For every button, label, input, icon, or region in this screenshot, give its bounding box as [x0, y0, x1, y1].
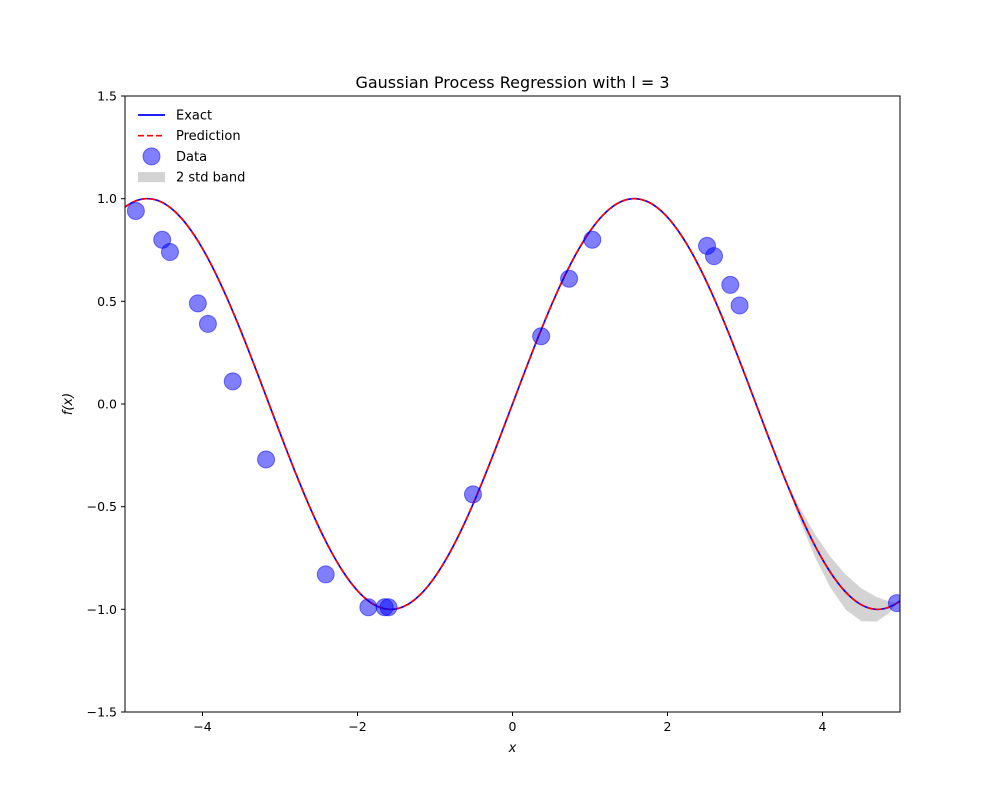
data-point [316, 565, 335, 584]
x-tick-label: 0 [509, 719, 517, 734]
data-point [257, 450, 276, 469]
data-point [160, 243, 179, 262]
data-point [126, 201, 145, 220]
data-point [223, 372, 242, 391]
y-tick-label: −1.5 [87, 705, 117, 720]
data-point [887, 594, 900, 613]
std-band [783, 476, 897, 622]
x-tick-label: 4 [819, 719, 827, 734]
legend-label-prediction: Prediction [176, 129, 241, 144]
data-point [721, 275, 740, 294]
x-tick-label: −2 [348, 719, 366, 734]
y-tick-label: 0.0 [97, 397, 117, 412]
y-tick-label: −1.0 [87, 602, 117, 617]
x-tick-label: −4 [193, 719, 211, 734]
x-axis-label: x [508, 741, 517, 756]
data-point [198, 314, 217, 333]
y-axis-label: f(x) [61, 393, 76, 415]
y-tick-label: 1.0 [97, 191, 117, 206]
data-point [379, 598, 398, 617]
data-point [188, 294, 207, 313]
data-point [705, 247, 723, 266]
plot-area [125, 197, 900, 622]
legend-label-2-std-band: 2 std band [176, 171, 245, 186]
legend-label-exact: Exact [176, 109, 212, 124]
data-point [560, 269, 579, 288]
x-axis: −4 −2 0 2 4 [193, 712, 827, 734]
chart-title: Gaussian Process Regression with l = 3 [355, 73, 669, 92]
x-tick-label: 2 [664, 719, 672, 734]
legend-label-data: Data [176, 150, 207, 165]
data-point [730, 296, 749, 315]
data-point [463, 485, 482, 504]
legend-marker-2-std-band [138, 172, 165, 183]
data-point [359, 598, 378, 617]
y-tick-label: 0.5 [97, 294, 117, 309]
y-axis: −1.5 −1.0 −0.5 0.0 0.5 1.0 1.5 [87, 89, 125, 720]
data-point [532, 327, 551, 346]
data-point [583, 230, 602, 249]
legend: Exact Prediction Data 2 std band [138, 109, 245, 186]
legend-marker-data [142, 147, 161, 166]
prediction-line [125, 197, 900, 611]
y-tick-label: 1.5 [97, 89, 117, 104]
y-tick-label: −0.5 [87, 499, 117, 514]
